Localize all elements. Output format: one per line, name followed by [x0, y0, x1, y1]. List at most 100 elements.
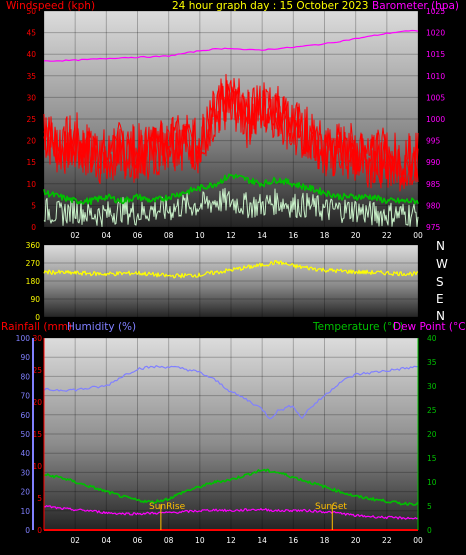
temp-x-tick-label: 02: [70, 536, 80, 545]
dewpoint-line: [43, 505, 419, 520]
direction-panel-bg: [44, 245, 418, 317]
temperature-tick-label: 20: [427, 430, 437, 439]
humidity-tick-label: 100: [16, 334, 31, 343]
temperature-tick-label: 35: [427, 358, 437, 367]
humidity-tick-label: 0: [25, 526, 30, 535]
direction-label-n-bottom: N: [436, 309, 445, 323]
windspeed-tick-label: 25: [26, 115, 36, 124]
rainfall-tick-label: 5: [37, 494, 42, 503]
temperature-axis-title: Temperature (°C): [312, 321, 404, 333]
direction-tick-label: 270: [26, 259, 41, 268]
wind-latest-line: [43, 187, 419, 227]
barometer-axis-title: Barometer (hpa): [372, 0, 459, 12]
temp-x-tick-label: 14: [257, 536, 267, 545]
barometer-tick-label: 1020: [426, 29, 445, 38]
direction-label-n-top: N: [436, 239, 445, 253]
temp-x-tick-label: 20: [351, 536, 361, 545]
sunrise-label: SunRise: [149, 502, 186, 512]
humidity-tick-label: 20: [20, 488, 30, 497]
humidity-line: [43, 365, 418, 420]
temp-x-tick-label: 06: [133, 536, 143, 545]
temperature-tick-label: 5: [427, 502, 432, 511]
windspeed-tick-label: 0: [31, 223, 36, 232]
humidity-axis-title: Humidity (%): [67, 321, 136, 333]
temp-x-tick-label: 00: [413, 536, 423, 545]
rainfall-tick-label: 15: [32, 430, 42, 439]
temp-x-tick-label: 12: [226, 536, 236, 545]
direction-label-e: E: [436, 292, 444, 306]
direction-label-s: S: [436, 275, 444, 289]
axis-layer: 0510152025303540455097598098599099510001…: [16, 7, 446, 545]
windspeed-tick-label: 50: [26, 7, 36, 16]
humidity-tick-label: 40: [20, 449, 30, 458]
wind-x-tick-label: 14: [257, 231, 267, 240]
wind-x-tick-label: 16: [289, 231, 299, 240]
wind-direction-line: [43, 260, 418, 279]
barometer-tick-label: 1025: [426, 7, 445, 16]
barometer-tick-label: 1000: [426, 115, 445, 124]
humidity-tick-label: 70: [20, 392, 30, 401]
rainfall-tick-label: 30: [32, 334, 42, 343]
direction-tick-label: 90: [30, 295, 40, 304]
rainfall-axis-title: Rainfall (mm): [1, 321, 72, 333]
temp-x-tick-label: 08: [164, 536, 174, 545]
windspeed-tick-label: 20: [26, 137, 36, 146]
windspeed-tick-label: 15: [26, 158, 36, 167]
wind-gust-line: [43, 83, 419, 184]
direction-tick-label: 360: [26, 241, 41, 250]
wind-average-line: [43, 173, 419, 205]
temp-panel-bg: [44, 338, 418, 530]
rainfall-tick-label: 25: [32, 366, 42, 375]
wind-x-tick-label: 02: [70, 231, 80, 240]
wind-x-tick-label: 22: [382, 231, 392, 240]
windspeed-tick-label: 45: [26, 29, 36, 38]
barometer-tick-label: 990: [426, 158, 441, 167]
direction-label-w: W: [436, 257, 448, 271]
barometer-tick-label: 995: [426, 137, 441, 146]
barometer-tick-label: 985: [426, 180, 441, 189]
windspeed-tick-label: 35: [26, 72, 36, 81]
direction-tick-label: 0: [35, 313, 40, 322]
rainfall-tick-label: 10: [32, 462, 42, 471]
temperature-tick-label: 15: [427, 454, 437, 463]
rainfall-tick-label: 0: [37, 526, 42, 535]
humidity-tick-label: 30: [20, 468, 30, 477]
temp-x-tick-label: 18: [320, 536, 330, 545]
wind-x-tick-label: 10: [195, 231, 205, 240]
humidity-tick-label: 90: [20, 353, 30, 362]
temp-x-tick-label: 04: [102, 536, 112, 545]
barometer-line: [44, 29, 419, 62]
temperature-tick-label: 40: [427, 334, 437, 343]
temp-x-tick-label: 16: [289, 536, 299, 545]
temperature-tick-label: 0: [427, 526, 432, 535]
wind-x-tick-label: 12: [226, 231, 236, 240]
rainfall-tick-label: 20: [32, 398, 42, 407]
temperature-line: [43, 468, 419, 506]
direction-tick-label: 180: [26, 277, 41, 286]
barometer-tick-label: 980: [426, 201, 441, 210]
wind-x-tick-label: 04: [102, 231, 112, 240]
wind-x-tick-label: 20: [351, 231, 361, 240]
temperature-tick-label: 25: [427, 406, 437, 415]
wind-x-tick-label: 18: [320, 231, 330, 240]
barometer-tick-label: 975: [426, 223, 441, 232]
windspeed-axis-title: Windspeed (kph): [6, 0, 95, 12]
wind-x-tick-label: 00: [413, 231, 423, 240]
humidity-tick-label: 80: [20, 372, 30, 381]
temp-x-tick-label: 22: [382, 536, 392, 545]
temperature-tick-label: 10: [427, 478, 437, 487]
humidity-tick-label: 60: [20, 411, 30, 420]
series-layer: [43, 29, 419, 531]
chart-title: 24 hour graph day : 15 October 2023: [172, 0, 368, 12]
windspeed-tick-label: 30: [26, 93, 36, 102]
wind-x-tick-label: 06: [133, 231, 143, 240]
barometer-tick-label: 1010: [426, 72, 445, 81]
dewpoint-axis-title: Dew Point (°C): [393, 321, 466, 333]
windspeed-tick-label: 10: [26, 180, 36, 189]
temperature-tick-label: 30: [427, 382, 437, 391]
sunset-label: SunSet: [315, 502, 347, 512]
barometer-tick-label: 1005: [426, 93, 445, 102]
windspeed-tick-label: 5: [31, 201, 36, 210]
